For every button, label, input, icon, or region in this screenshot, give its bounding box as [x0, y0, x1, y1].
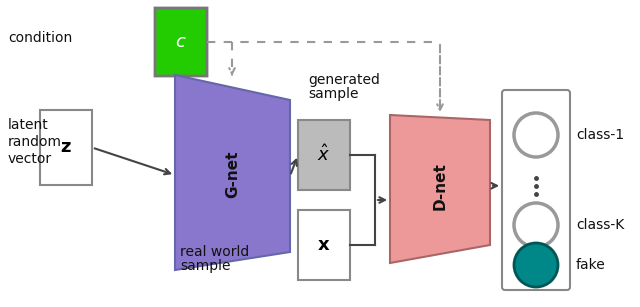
Text: D-net: D-net: [433, 162, 447, 210]
Text: $c$: $c$: [175, 33, 187, 51]
Text: random: random: [8, 135, 62, 149]
FancyBboxPatch shape: [40, 110, 92, 185]
Text: real world: real world: [180, 245, 249, 259]
Text: $\mathbf{x}$: $\mathbf{x}$: [317, 236, 331, 254]
Text: generated: generated: [308, 73, 380, 87]
Text: class-1: class-1: [576, 128, 624, 142]
Text: sample: sample: [180, 259, 230, 273]
Ellipse shape: [514, 203, 558, 247]
Text: latent: latent: [8, 118, 49, 132]
Polygon shape: [390, 115, 490, 263]
Text: sample: sample: [308, 87, 358, 101]
Ellipse shape: [514, 113, 558, 157]
Ellipse shape: [514, 243, 558, 287]
Text: fake: fake: [576, 258, 605, 272]
Text: vector: vector: [8, 152, 52, 166]
Polygon shape: [175, 75, 290, 270]
Text: G-net: G-net: [225, 150, 240, 198]
Text: $\mathbf{z}$: $\mathbf{z}$: [60, 138, 72, 157]
FancyBboxPatch shape: [298, 210, 350, 280]
Text: class-K: class-K: [576, 218, 624, 232]
FancyBboxPatch shape: [298, 120, 350, 190]
FancyBboxPatch shape: [502, 90, 570, 290]
Text: $\hat{x}$: $\hat{x}$: [317, 145, 331, 165]
FancyBboxPatch shape: [155, 8, 207, 76]
Text: condition: condition: [8, 31, 72, 45]
